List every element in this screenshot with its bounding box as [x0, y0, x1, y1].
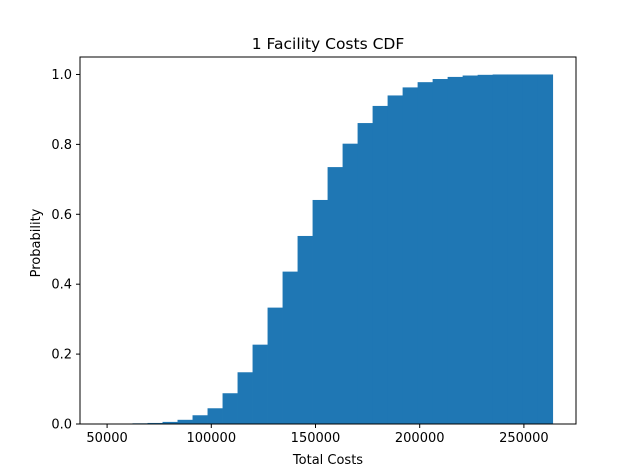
y-tick-label: 0.2	[51, 348, 72, 363]
histogram-bar	[252, 344, 268, 424]
y-tick-label: 1.0	[51, 68, 72, 83]
bars-group	[117, 74, 554, 425]
histogram-bar	[537, 74, 554, 424]
y-tick-label: 0.6	[51, 208, 72, 223]
y-axis-ticks: 0.0 0.2 0.4 0.6 0.8 1.0	[51, 68, 80, 433]
histogram-bar	[417, 82, 434, 425]
histogram-bar	[177, 419, 193, 424]
histogram-bar	[282, 271, 298, 424]
x-tick-label: 100000	[186, 431, 236, 446]
histogram-bar	[222, 393, 238, 424]
histogram-bar	[267, 307, 283, 424]
histogram-bar	[387, 95, 404, 424]
histogram-bar	[342, 143, 358, 424]
histogram-bar	[507, 74, 524, 424]
axes-frame	[79, 56, 577, 425]
histogram-bar	[207, 408, 223, 424]
plot-area-border	[79, 56, 577, 425]
x-axis-ticks: 50000 100000 150000 200000 250000	[86, 424, 549, 446]
histogram-bar	[162, 421, 178, 424]
histogram-bar	[447, 76, 464, 425]
chart-title: 1 Facility Costs CDF	[252, 35, 405, 53]
y-axis-label: Probability	[29, 208, 44, 277]
histogram-bar	[372, 105, 389, 425]
histogram-bar	[402, 87, 419, 424]
x-tick-label: 150000	[291, 431, 341, 446]
histogram-bar	[312, 199, 328, 424]
histogram-bar	[522, 74, 539, 424]
histogram-bar	[297, 235, 313, 424]
histogram-bar	[327, 167, 343, 424]
histogram-bar	[477, 74, 494, 424]
y-tick-label: 0.4	[51, 278, 72, 293]
histogram-bar	[192, 415, 208, 424]
x-axis-label: Total Costs	[292, 453, 363, 468]
x-tick-label: 50000	[86, 431, 127, 446]
histogram-bar	[492, 74, 509, 424]
y-tick-label: 0.0	[51, 418, 72, 433]
histogram-bar	[357, 123, 373, 424]
histogram-bar	[462, 75, 479, 425]
x-tick-label: 250000	[499, 431, 549, 446]
y-tick-label: 0.8	[51, 138, 72, 153]
histogram-bar	[432, 79, 449, 425]
x-tick-label: 200000	[395, 431, 445, 446]
histogram-bar	[147, 422, 163, 424]
histogram-bar	[237, 372, 253, 424]
